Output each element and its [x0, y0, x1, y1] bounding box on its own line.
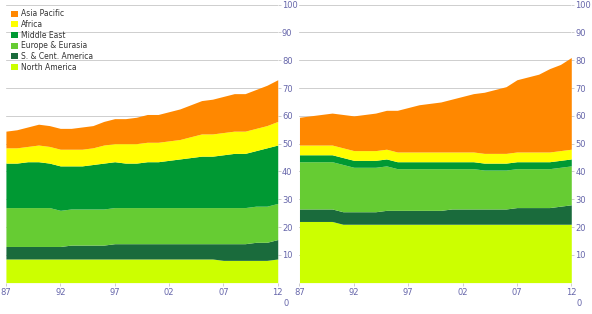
- Legend: Asia Pacific, Africa, Middle East, Europe & Eurasia, S. & Cent. America, North A: Asia Pacific, Africa, Middle East, Europ…: [9, 8, 94, 73]
- Text: 0: 0: [284, 299, 288, 308]
- Text: 0: 0: [577, 299, 582, 308]
